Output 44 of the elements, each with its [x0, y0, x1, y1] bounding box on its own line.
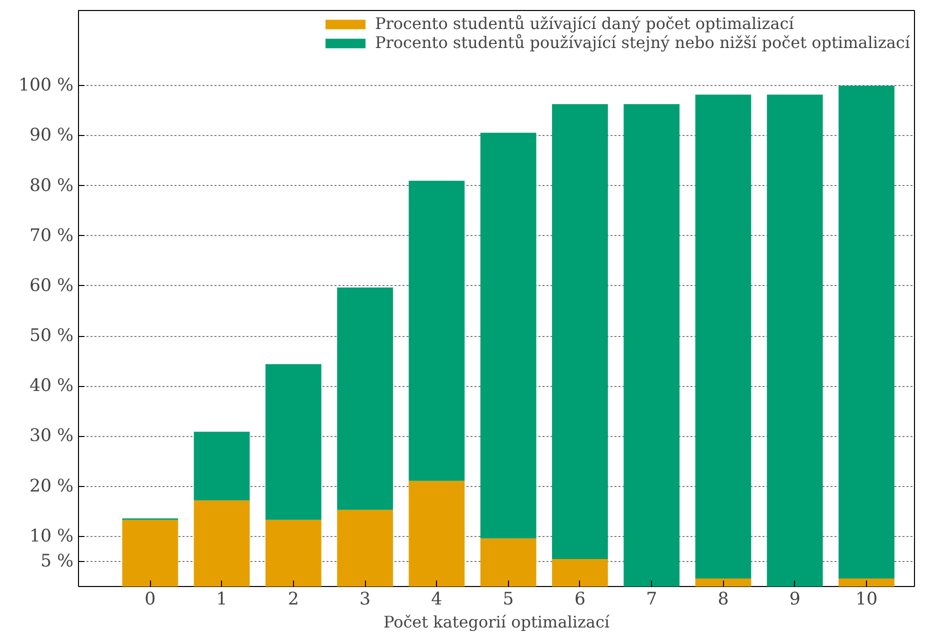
bar: [265, 520, 322, 586]
bar: [480, 132, 536, 538]
y-tick-label: 90 %: [29, 126, 74, 146]
x-tick-label: 5: [502, 590, 514, 610]
bar: [194, 432, 250, 500]
x-tick-label: 10: [855, 590, 878, 610]
legend-label: Procento studentů užívající daný počet optimalizací: [375, 14, 794, 33]
bar: [194, 500, 250, 586]
y-tick-label: 5 %: [40, 551, 74, 572]
bar: [624, 104, 680, 586]
legend-label: Procento studentů používající stejný nebo nižší počet optimalizací: [375, 33, 910, 52]
bar: [838, 86, 894, 578]
x-tick-label: 3: [360, 590, 371, 610]
bar: [838, 578, 894, 586]
y-tick-label: 20 %: [29, 476, 74, 496]
x-tick-label: 2: [288, 590, 299, 610]
bar: [695, 94, 752, 578]
bar: [695, 578, 752, 586]
bar: [552, 558, 608, 586]
y-tick-label: 60 %: [29, 276, 74, 296]
y-tick-label: 10 %: [29, 526, 74, 546]
bar: [408, 180, 465, 481]
bar: [480, 538, 536, 586]
y-tick-label: 70 %: [29, 226, 74, 246]
x-tick-label: 0: [144, 590, 156, 610]
x-tick-label: 8: [718, 590, 729, 610]
x-tick-label: 9: [789, 590, 800, 610]
x-tick-label: 6: [574, 590, 586, 610]
y-tick-label: 100 %: [18, 76, 74, 96]
x-axis-title: Počet kategorií optimalizací: [383, 612, 610, 632]
x-tick-label: 1: [216, 590, 228, 610]
y-tick-label: 30 %: [29, 426, 74, 446]
y-tick-label: 50 %: [29, 326, 74, 346]
bar: [408, 480, 465, 586]
bar: [122, 520, 178, 586]
y-tick-label: 80 %: [29, 176, 74, 196]
x-tick-label: 7: [646, 590, 658, 610]
bar: [337, 510, 393, 586]
bar: [552, 104, 608, 559]
y-tick-label: 40 %: [29, 376, 74, 396]
bar: [766, 94, 823, 586]
x-tick-label: 4: [431, 590, 442, 610]
bar: [265, 364, 322, 520]
bar: [337, 287, 393, 510]
